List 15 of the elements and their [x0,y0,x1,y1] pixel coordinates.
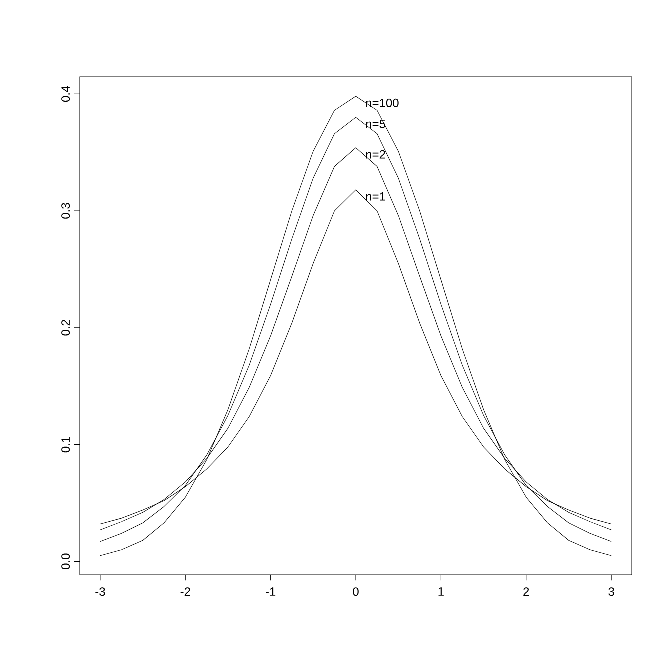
y-tick-label: 0.2 [62,320,70,336]
x-tick-label: -3 [96,588,106,596]
y-tick-label: 0.4 [62,86,70,102]
y-tick-label: 0.3 [62,203,70,219]
y-tick-label: 0.0 [62,554,70,570]
series-label: n=2 [366,150,386,159]
x-tick-label: 3 [608,588,614,596]
x-tick-label: 0 [353,588,359,596]
x-tick-label: -2 [180,588,190,596]
y-tick-label: 0.1 [62,437,70,453]
x-tick-label: 2 [524,588,530,596]
x-tick-label: -1 [266,588,276,596]
series-label: n=1 [366,192,386,201]
series-label: n=100 [366,98,399,108]
x-tick-label: 1 [438,588,444,596]
